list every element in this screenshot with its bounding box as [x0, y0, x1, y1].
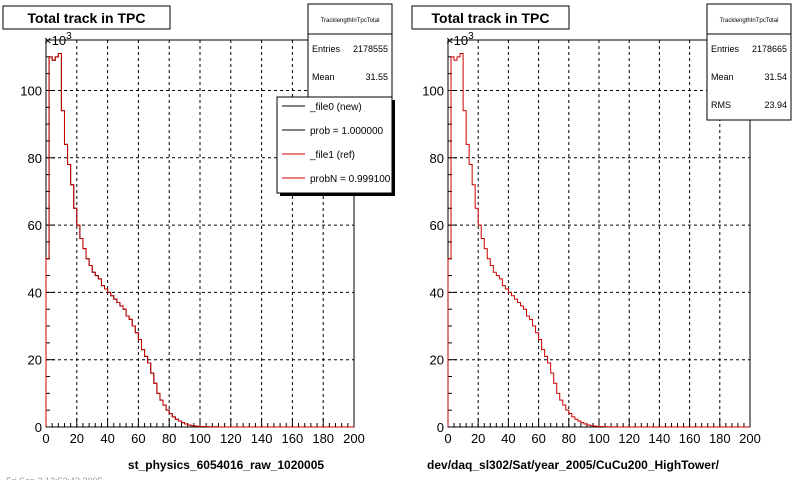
x-tick-label: 60	[531, 431, 545, 446]
x-tick-label: 80	[562, 431, 576, 446]
x-tick-label: 200	[343, 431, 365, 446]
stats-label: Mean	[711, 72, 734, 82]
x-tick-label: 160	[679, 431, 701, 446]
chart-panel-2: 0 20 40 60 80 100 120 140 160 180 200 0 20 40 60 80 100 ×…	[411, 3, 792, 472]
stats-value: 31.55	[365, 72, 388, 82]
y-exponent-power: 3	[468, 31, 474, 42]
stats-name: TracklengthInTpcTotal	[321, 18, 380, 24]
x-tick-label: 40	[501, 431, 515, 446]
footer-text: Fri Sep 2 12:52:42 2005	[6, 476, 103, 480]
stats-value: 2178555	[353, 44, 388, 54]
x-tick-label: 20	[471, 431, 485, 446]
chart-title: Total track in TPC	[432, 10, 550, 26]
y-tick-label: 40	[430, 285, 444, 300]
stats-value: 31.54	[764, 72, 787, 82]
x-tick-label: 60	[131, 431, 145, 446]
x-tick-label: 100	[588, 431, 610, 446]
x-tick-label: 100	[189, 431, 211, 446]
legend-label: _file0 (new)	[309, 102, 362, 113]
y-exponent-label: ×103	[44, 31, 72, 48]
y-tick-label: 60	[430, 218, 444, 233]
y-tick-label: 20	[430, 353, 444, 368]
x-tick-label: 140	[251, 431, 273, 446]
legend-label: prob = 1.000000	[310, 126, 384, 137]
x-tick-label: 80	[162, 431, 176, 446]
stats-name: TracklengthInTpcTotal	[720, 18, 779, 24]
x-tick-label: 120	[220, 431, 242, 446]
x-tick-label: 140	[649, 431, 671, 446]
x-axis-label: st_physics_6054016_raw_1020005	[128, 458, 324, 472]
chart-title: Total track in TPC	[28, 10, 146, 26]
x-tick-label: 200	[739, 431, 761, 446]
x-tick-label: 160	[282, 431, 304, 446]
y-tick-label: 100	[422, 83, 444, 98]
y-tick-label: 0	[35, 420, 42, 435]
y-exponent-label: ×103	[446, 31, 474, 48]
x-tick-label: 40	[100, 431, 114, 446]
stats-label: Mean	[312, 72, 335, 82]
legend-label: _file1 (ref)	[309, 150, 355, 161]
x-tick-label: 0	[42, 431, 49, 446]
y-tick-label: 40	[28, 285, 42, 300]
series-line-2	[45, 52, 354, 428]
y-tick-label: 20	[28, 353, 42, 368]
stats-box	[706, 3, 792, 121]
x-tick-label: 180	[312, 431, 334, 446]
stats-value: 2178665	[752, 44, 787, 54]
x-tick-label: 0	[444, 431, 451, 446]
x-tick-label: 120	[618, 431, 640, 446]
y-tick-label: 80	[430, 151, 444, 166]
y-tick-label: 0	[437, 420, 444, 435]
y-exponent-power: 3	[66, 31, 72, 42]
x-tick-label: 180	[709, 431, 731, 446]
x-axis-label: dev/daq_sl302/Sat/year_2005/CuCu200_High…	[427, 458, 720, 472]
stats-label: Entries	[312, 44, 341, 54]
x-tick-label: 20	[70, 431, 84, 446]
legend-box	[276, 96, 393, 194]
legend-label: probN = 0.999100	[310, 174, 391, 185]
y-tick-label: 100	[20, 83, 42, 98]
chart-panel-1: 0 20 40 60 80 100 120 140 160 180 200 0 20 40 60 80 100 ×…	[2, 3, 395, 472]
y-tick-label: 60	[28, 218, 42, 233]
y-tick-label: 80	[28, 151, 42, 166]
title-box	[2, 5, 171, 30]
series-line-1	[447, 52, 750, 428]
stats-value: 23.94	[764, 100, 787, 110]
title-box	[411, 5, 570, 30]
stats-label: Entries	[711, 44, 740, 54]
stats-label: RMS	[711, 100, 731, 110]
